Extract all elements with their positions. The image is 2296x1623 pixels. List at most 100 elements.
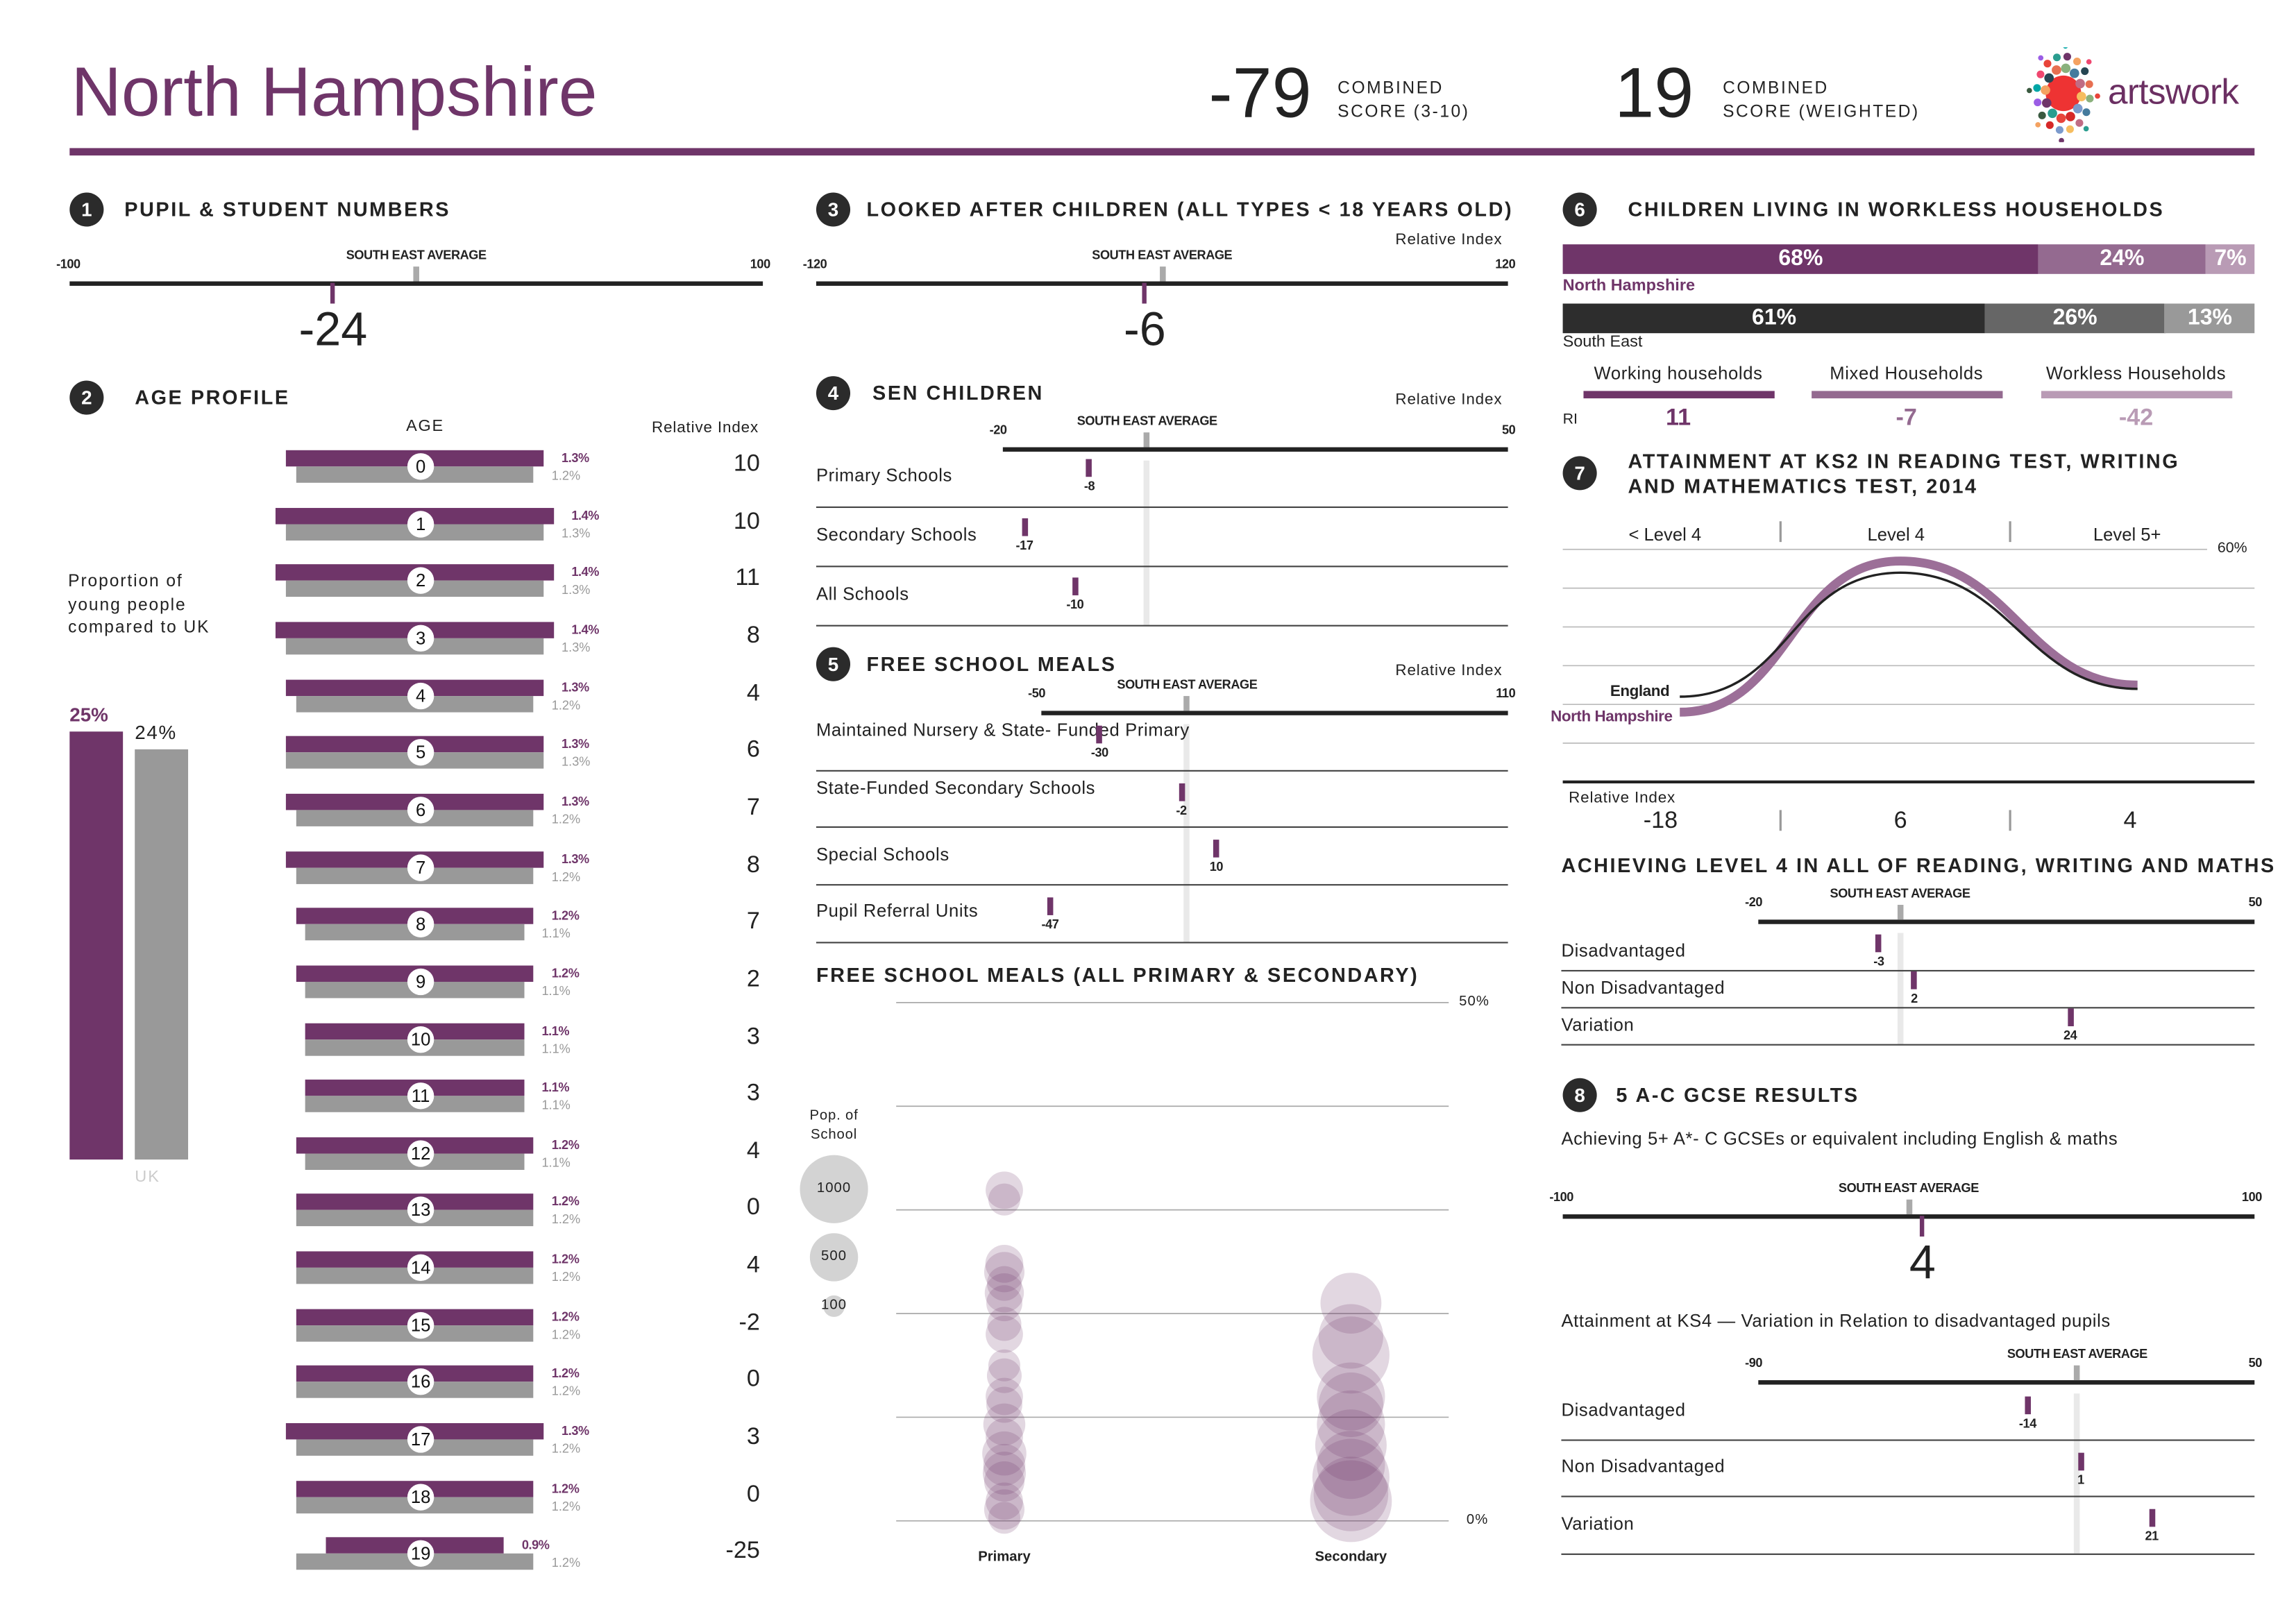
fsm-se-average-tick: [1184, 696, 1190, 711]
age-local-pct: 1.3%: [562, 1423, 589, 1438]
level4-row-label: Non Disadvantaged: [1561, 976, 1725, 998]
pupil-numbers-number-badge: 1: [69, 192, 104, 227]
gcse-se-average-tick: [1905, 1199, 1912, 1215]
pupil-numbers-value: -24: [298, 302, 368, 356]
age-ri-value: 8: [746, 623, 760, 649]
age-circle: 9: [407, 968, 434, 995]
workless-local-segment: 7%: [2205, 244, 2256, 274]
age-circle: 0: [407, 453, 434, 480]
age-circle: 7: [407, 853, 434, 881]
weighted-score-value: 19: [1614, 54, 1694, 134]
age-ri-value: -25: [725, 1539, 760, 1565]
age-circle: 16: [407, 1368, 434, 1396]
ks2-series-label-nh: North Hampshire: [1551, 707, 1673, 726]
ks4-row-separator: [1561, 1553, 2255, 1555]
logo-dot: [2082, 108, 2091, 117]
age-ri-value: 3: [746, 1425, 760, 1450]
level4-axis-max-label: 50: [2248, 894, 2263, 910]
logo-dot: [2045, 121, 2054, 129]
sen-title: SEN CHILDREN: [872, 382, 1044, 405]
age-ri-header: Relative Index: [652, 418, 759, 437]
gcse-marker: [1920, 1216, 1925, 1237]
age-ri-value: -2: [738, 1310, 760, 1336]
combined-score-label-line1: COMBINED: [1337, 80, 1444, 98]
local-proportion-label: 25%: [69, 703, 108, 726]
age-circle: 13: [407, 1197, 434, 1224]
ks2-ri-label: Relative Index: [1569, 789, 1676, 808]
workless-region-segment: 13%: [2164, 303, 2256, 334]
age-local-pct: 1.2%: [551, 1137, 580, 1152]
age-local-pct: 1.2%: [551, 1251, 580, 1266]
age-ri-value: 0: [746, 1196, 760, 1221]
sen-row-label: Secondary Schools: [816, 524, 977, 545]
fsm-value-marker: [1178, 783, 1185, 801]
workless-region-segment: 26%: [1984, 303, 2166, 334]
gcse-se-average-label: SOUTH EAST AVERAGE: [1838, 1180, 1979, 1196]
workless-number-badge: 6: [1562, 192, 1597, 227]
sen-row-separator: [816, 506, 1508, 509]
workless-region-name: South East: [1562, 333, 1643, 351]
age-local-pct: 1.2%: [551, 1366, 580, 1381]
age-uk-pct: 1.2%: [551, 1212, 581, 1227]
fsm-ytick-50: 50%: [1459, 994, 1489, 1010]
gcse-axis-max-label: 100: [2241, 1189, 2262, 1205]
logo-dot: [2052, 65, 2061, 75]
uk-proportion-bar: [135, 748, 189, 1160]
pupil-numbers-se-average-tick: [413, 266, 419, 282]
age-ri-value: 11: [735, 566, 760, 592]
ks2-top-label: 60%: [2217, 540, 2247, 557]
workless-legend-label: Mixed Households: [1830, 362, 1984, 384]
fsm-row-label: Special Schools: [816, 843, 949, 865]
ks4-axis-line: [1758, 1379, 2255, 1384]
level4-value-label: -3: [1873, 953, 1884, 969]
age-local-pct: 1.3%: [562, 450, 589, 466]
sen-value-marker: [1072, 577, 1079, 595]
sen-axis-max-label: 50: [1501, 422, 1516, 437]
fsm-row-separator: [816, 941, 1508, 944]
level4-row-label: Disadvantaged: [1561, 940, 1686, 961]
logo-dot: [2056, 113, 2066, 124]
age-uk-pct: 1.2%: [551, 1269, 581, 1284]
pupil-numbers-se-average-label: SOUTH EAST AVERAGE: [346, 247, 487, 262]
age-uk-pct: 1.2%: [551, 1441, 581, 1456]
ks4-value-label: -14: [2018, 1415, 2036, 1430]
sen-value-label: -10: [1066, 597, 1084, 612]
workless-local-segment: 24%: [2038, 244, 2206, 274]
sen-row-separator: [816, 566, 1508, 568]
logo-dot: [2073, 58, 2082, 66]
age-circle: 12: [407, 1139, 434, 1167]
logo-dot: [2041, 98, 2052, 108]
workless-title: CHILDREN LIVING IN WORKLESS HOUSEHOLDS: [1628, 198, 2165, 221]
ks4-value-marker: [2077, 1452, 2084, 1471]
sen-value-marker: [1086, 459, 1092, 477]
fsm-axis-max-label: 110: [1496, 686, 1516, 701]
workless-legend-label: Working households: [1594, 362, 1763, 384]
looked-after-ri-label: Relative Index: [1395, 230, 1503, 249]
age-uk-pct: 1.2%: [551, 811, 581, 826]
age-uk-pct: 1.3%: [562, 582, 591, 597]
age-ri-value: 3: [746, 1023, 760, 1050]
age-local-pct: 0.9%: [521, 1538, 550, 1553]
fsm-axis-line: [1041, 710, 1508, 715]
fsm-category-label: Secondary: [1315, 1549, 1387, 1565]
workless-local-name: North Hampshire: [1562, 277, 1696, 295]
ks4-row-separator: [1561, 1439, 2255, 1441]
level4-value-marker: [1875, 934, 1882, 953]
fsm-axis-min-label: -50: [1028, 686, 1046, 701]
logo-dot: [2063, 53, 2071, 61]
ks2-series-line-north-hampshire: [1680, 556, 2138, 717]
age-profile-number-badge: 2: [69, 380, 104, 415]
pupil-numbers-marker: [330, 282, 336, 304]
weighted-score-label-line1: COMBINED: [1723, 80, 1829, 98]
fsm-number-badge: 5: [816, 647, 851, 681]
logo-center-dot: [2045, 75, 2082, 112]
logo-dot: [2081, 67, 2089, 76]
age-local-pct: 1.2%: [551, 965, 580, 980]
uk-proportion-label: 24%: [135, 720, 177, 743]
weighted-score-label: COMBINED SCORE (WEIGHTED): [1723, 77, 1920, 124]
workless-region-segment: 61%: [1562, 303, 1986, 334]
workless-legend-swatch: [2041, 391, 2233, 399]
pupil-numbers-title: PUPIL & STUDENT NUMBERS: [124, 198, 451, 221]
age-circle: 19: [407, 1540, 434, 1567]
logo-dot: [2052, 53, 2061, 62]
